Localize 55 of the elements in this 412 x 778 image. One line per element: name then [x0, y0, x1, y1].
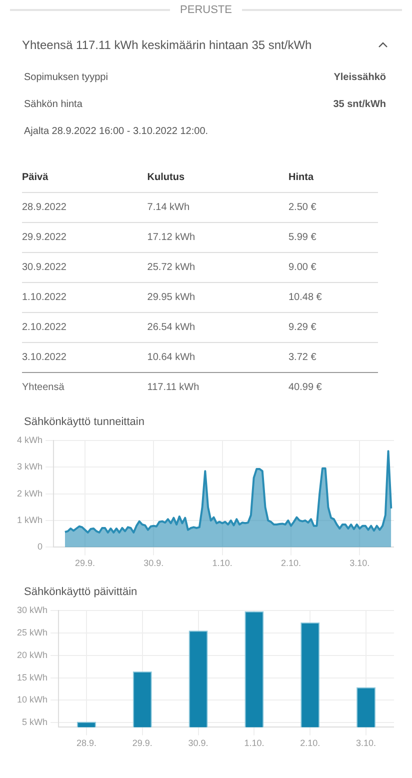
y-tick-label: 10 kWh — [16, 694, 48, 705]
text: 17.12 kWh — [147, 232, 196, 243]
category-label: 29.9.2022 — [22, 232, 68, 243]
category-label: 3.10.2022 — [22, 352, 68, 363]
text: 29.95 kWh — [147, 292, 196, 303]
x-tick-label: 30.9. — [188, 738, 208, 748]
text: 117.11 kWh — [147, 382, 200, 393]
text: 7.14 kWh — [147, 202, 191, 213]
chart-title: Sähkönkäyttö tunneittain — [24, 416, 146, 428]
x-tick-label: 2.10. — [280, 558, 302, 568]
y-tick-label: 25 kWh — [16, 627, 48, 638]
text: Kulutus — [147, 172, 186, 183]
text: 35 snt/kWh — [333, 99, 386, 110]
chart-title: Sähkönkäyttö päivittäin — [24, 586, 138, 598]
text: Yleissähkö — [334, 72, 386, 83]
x-tick-label: 28.9. — [76, 738, 96, 748]
text: Päivä — [22, 172, 50, 183]
x-tick-label: 30.9. — [144, 558, 164, 568]
y-tick-label: 1 kWh — [16, 514, 43, 525]
text: Ajalta 28.9.2022 16:00 - 3.10.2022 12:00. — [24, 126, 210, 137]
text: 9.00 € — [288, 262, 318, 273]
y-tick-label: 3 kWh — [16, 462, 43, 472]
x-tick-label: 2.10. — [300, 738, 320, 748]
text: 2.50 € — [288, 202, 318, 213]
y-tick-label: 15 kWh — [16, 672, 48, 682]
x-tick-label: 1.10. — [212, 558, 232, 568]
category-label: 30.9.2022 — [22, 262, 68, 273]
x-tick-label: 3.10. — [356, 738, 376, 748]
x-tick-label: 29.9. — [132, 738, 152, 748]
y-tick-label: 5 kWh — [22, 717, 48, 728]
x-tick-label: 3.10. — [350, 558, 370, 568]
x-tick-label: 1.10. — [244, 738, 264, 748]
text: 3.72 € — [288, 352, 318, 363]
y-tick-label: 0 — [37, 542, 43, 552]
y-tick-label: 2 kWh — [16, 488, 43, 498]
text: 10.64 kWh — [147, 352, 196, 363]
y-tick-label: 30 kWh — [16, 604, 48, 615]
text: 10.48 € — [288, 292, 323, 303]
category-label: 2.10.2022 — [22, 322, 68, 333]
text: Hinta — [288, 172, 315, 183]
y-tick-label: 4 kWh — [16, 434, 43, 445]
text: Sopimuksen tyyppi — [24, 72, 109, 83]
x-tick-label: 29.9. — [74, 558, 95, 568]
text: 25.72 kWh — [147, 262, 196, 273]
text: Yhteensä 117.11 kWh keskimäärin hintaan 35 snt/kWh — [22, 38, 313, 52]
category-label: 1.10.2022 — [22, 292, 68, 303]
category-label: 28.9.2022 — [22, 202, 68, 213]
text: 5.99 € — [288, 232, 318, 243]
text: 40.99 € — [288, 382, 323, 393]
y-tick-label: 20 kWh — [16, 650, 48, 660]
text: PERUSTE — [180, 4, 232, 16]
text: 9.29 € — [288, 322, 318, 333]
text: 26.54 kWh — [147, 322, 196, 333]
text: Sähkön hinta — [24, 99, 84, 110]
category-label: Yhteensä — [22, 382, 66, 393]
